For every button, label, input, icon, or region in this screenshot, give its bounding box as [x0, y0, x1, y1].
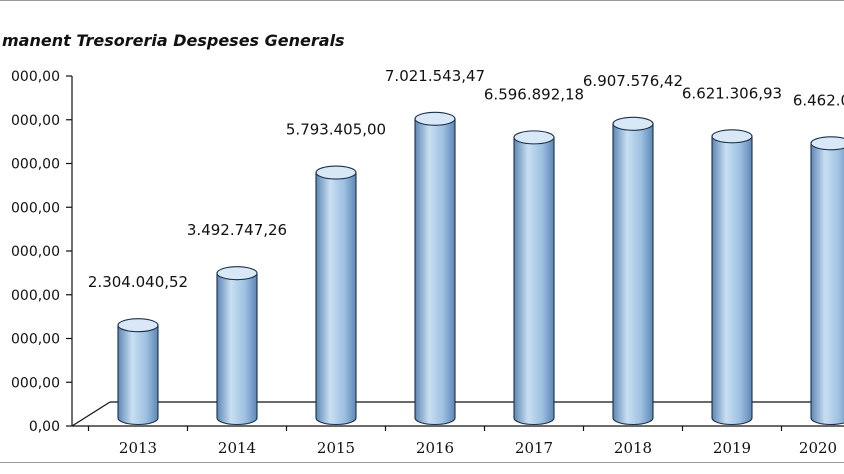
x-tick-label: 2018: [614, 439, 652, 457]
bar-body: [810, 142, 844, 426]
bar-2019: [711, 129, 753, 426]
data-label-2014: 3.492.747,26: [187, 221, 287, 239]
bar-2018: [612, 116, 654, 426]
data-label-2018: 6.907.576,42: [583, 72, 683, 90]
y-tick-label: 0,00: [29, 419, 60, 435]
y-tick-label: 000,00: [11, 375, 60, 391]
bar-2014: [216, 266, 258, 426]
bars: [117, 111, 844, 426]
data-label-2017: 6.596.892,18: [484, 85, 584, 103]
bar-body: [216, 272, 258, 426]
y-tick-label: 000,00: [11, 113, 60, 129]
bar-body: [315, 171, 357, 426]
y-tick-label: 000,00: [11, 244, 60, 260]
y-tick-label: 000,00: [11, 288, 60, 304]
bar-top: [315, 165, 357, 180]
bar-top: [117, 318, 159, 333]
data-label-2015: 5.793.405,00: [286, 121, 386, 139]
x-tick-labels: 2013 2014 2015 2016 2017 2018 2019 2020: [87, 426, 837, 457]
y-tick-labels: 0,00 000,00 000,00 000,00 000,00 000,00 000,00…: [11, 69, 72, 435]
bar-top: [711, 129, 753, 144]
x-tick-label: 2013: [119, 439, 157, 457]
data-label-2016: 7.021.543,47: [385, 67, 485, 85]
chart-title: manent Tresoreria Despeses Generals: [2, 31, 345, 50]
bar-2016: [414, 111, 456, 426]
bar-body: [711, 135, 753, 426]
x-tick-label: 2020: [799, 439, 837, 457]
y-tick-label: 000,00: [11, 157, 60, 173]
data-label-2013: 2.304.040,52: [88, 273, 188, 291]
bar-top: [810, 136, 844, 151]
data-labels: 2.304.040,52 3.492.747,26 5.793.405,00 7.02…: [88, 67, 844, 291]
bar-top: [414, 111, 456, 126]
bar-body: [117, 324, 159, 426]
x-tick-label: 2019: [713, 439, 751, 457]
x-tick-label: 2015: [317, 439, 355, 457]
y-tick-label: 000,00: [11, 332, 60, 348]
x-tick-label: 2016: [416, 439, 454, 457]
bar-top: [216, 266, 258, 281]
bar-body: [513, 136, 555, 426]
bar-2017: [513, 130, 555, 426]
bar-body: [414, 118, 456, 426]
y-tick-label: 000,00: [11, 200, 60, 216]
bar-body: [612, 123, 654, 426]
y-tick-label: 000,00: [11, 69, 60, 85]
bar-top: [513, 130, 555, 145]
bar-2015: [315, 165, 357, 426]
x-tick-label: 2014: [218, 439, 256, 457]
x-tick-label: 2017: [515, 439, 553, 457]
bar-top: [612, 116, 654, 131]
bar-2013: [117, 318, 159, 426]
data-label-2019: 6.621.306,93: [682, 84, 782, 102]
bar-2020: [810, 136, 844, 426]
data-label-2020: 6.462.044: [793, 91, 844, 109]
floor-depth-edge: [71, 401, 111, 427]
